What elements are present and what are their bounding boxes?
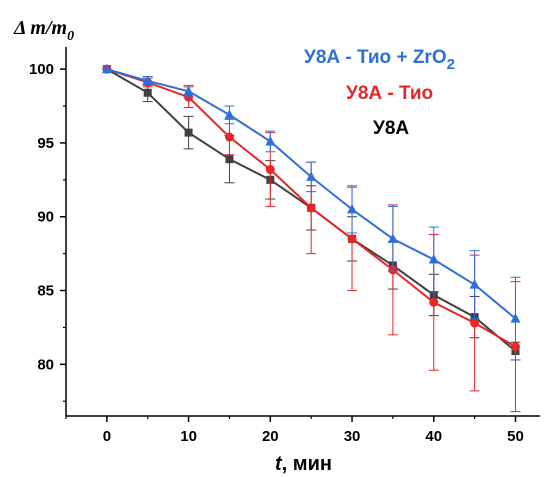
legend-label-3: У8А - Тио + ZrO (304, 47, 447, 68)
x-tick-label: 40 (425, 428, 442, 445)
series-3 (101, 63, 521, 361)
x-tick-label: 20 (262, 428, 279, 445)
y-axis-title-subscript: 0 (67, 29, 74, 44)
data-point (347, 234, 357, 244)
y-tick-label: 80 (37, 356, 54, 373)
x-tick-label: 10 (180, 428, 197, 445)
y-tick-label: 85 (37, 283, 54, 300)
svg-text:Δ m/m0: Δ m/m0 (13, 17, 74, 44)
data-point (183, 85, 194, 96)
data-point (265, 165, 275, 175)
data-point (225, 155, 234, 164)
y-tick-label: 90 (37, 209, 54, 226)
x-tick-label: 30 (344, 428, 361, 445)
plot-area: 0 10 20 30 40 50 80 85 90 95 100 (29, 47, 540, 445)
legend: У8А - Тио + ZrO2 У8А - Тио У8А (304, 47, 455, 139)
series-2 (102, 64, 521, 413)
legend-entry-3: У8А - Тио + ZrO2 (304, 47, 455, 73)
data-point (265, 135, 276, 146)
legend-entry-2: У8А - Тио (346, 83, 433, 104)
data-point (306, 203, 316, 213)
data-point (306, 171, 317, 181)
data-point (470, 318, 480, 328)
series-layer (101, 63, 521, 413)
data-point (224, 109, 235, 119)
data-point (143, 88, 152, 97)
legend-label-3-subscript: 2 (447, 56, 455, 73)
x-tick-label: 0 (103, 428, 111, 445)
legend-entry-1: У8А (373, 118, 409, 139)
y-axis-title: Δ m/m0 (13, 17, 74, 44)
data-point (184, 128, 193, 137)
data-point (428, 254, 439, 264)
x-axis-title: t, мин (275, 453, 332, 475)
data-point (347, 203, 358, 214)
x-axis-title-unit: , мин (282, 453, 332, 475)
data-point (510, 313, 521, 323)
data-point (469, 279, 480, 289)
data-point (142, 75, 153, 85)
x-axis-title-variable: t (275, 453, 283, 475)
data-point (429, 297, 439, 307)
y-axis-title-main: Δ m/m (13, 17, 67, 39)
data-point (224, 132, 234, 142)
y-tick-label: 95 (37, 135, 54, 152)
svg-text:t, мин: t, мин (275, 453, 332, 475)
x-tick-label: 50 (507, 428, 524, 445)
data-point (101, 63, 112, 74)
x-axis-ticks: 0 10 20 30 40 50 (65, 416, 524, 445)
y-tick-label: 100 (29, 61, 54, 78)
data-point (387, 233, 398, 243)
y-axis-ticks: 80 85 90 95 100 (29, 61, 66, 402)
